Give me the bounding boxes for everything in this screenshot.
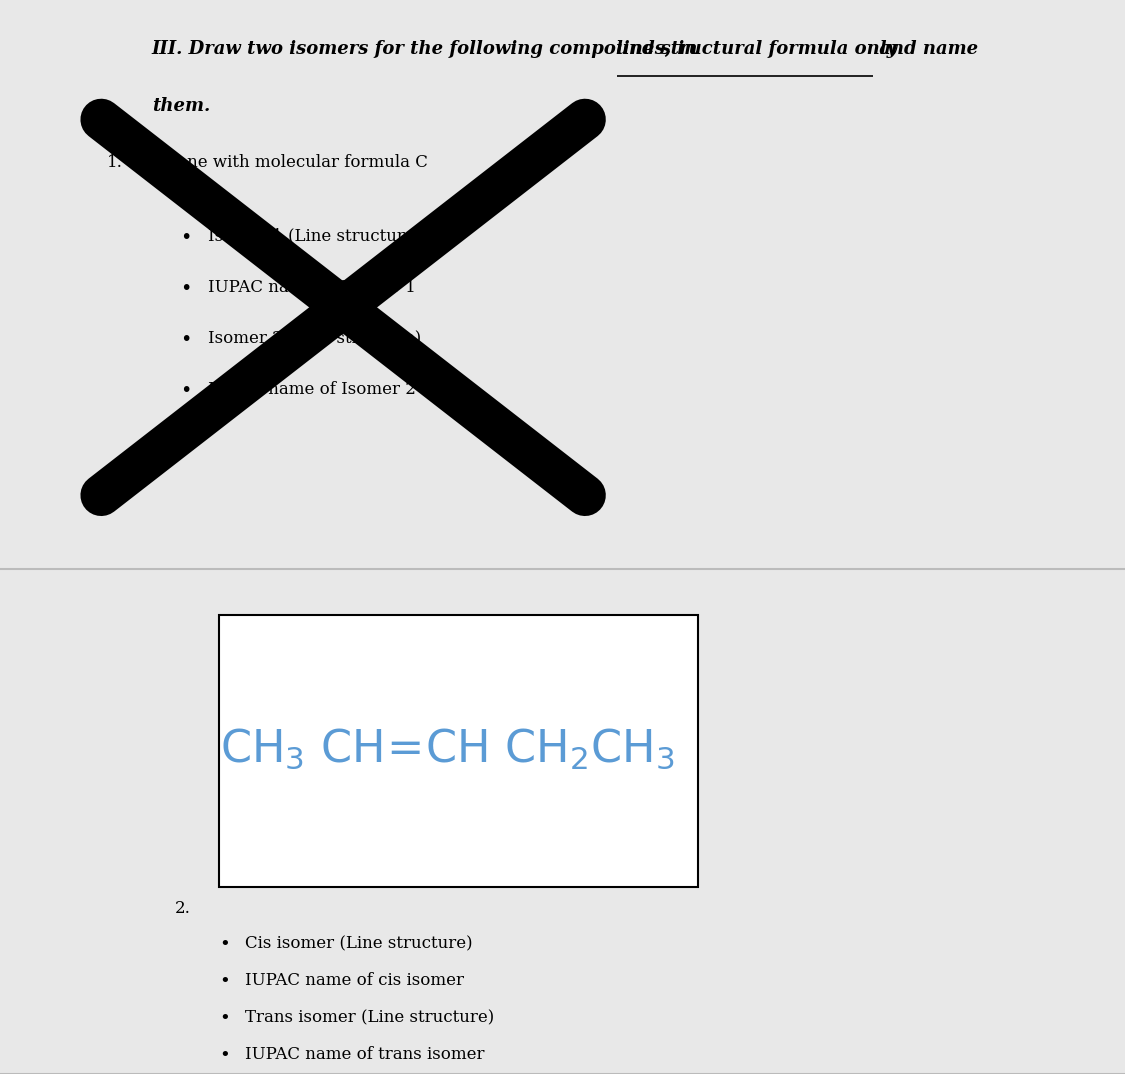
Text: IUPAC name of trans isomer: IUPAC name of trans isomer — [245, 1046, 485, 1063]
Text: Trans isomer (Line structure): Trans isomer (Line structure) — [245, 1008, 495, 1026]
Text: IUPAC name of Isomer 1: IUPAC name of Isomer 1 — [208, 279, 416, 296]
Text: •: • — [219, 1046, 231, 1063]
Text: Alkane with molecular formula C: Alkane with molecular formula C — [150, 154, 428, 171]
Text: them.: them. — [152, 97, 210, 115]
Text: 1.: 1. — [107, 154, 123, 171]
Text: Isomer 1 (Line structure): Isomer 1 (Line structure) — [208, 228, 422, 245]
Text: •: • — [180, 381, 191, 401]
Text: $\mathrm{CH_3\ CH\!=\!CH\ CH_2CH_3}$: $\mathrm{CH_3\ CH\!=\!CH\ CH_2CH_3}$ — [220, 726, 674, 771]
Text: 2.: 2. — [174, 900, 190, 917]
Text: III. Draw two isomers for the following compounds, in: III. Draw two isomers for the following … — [152, 40, 704, 58]
Text: •: • — [180, 279, 191, 297]
Text: •: • — [180, 330, 191, 349]
Text: line structural formula only: line structural formula only — [616, 40, 898, 58]
Text: •: • — [219, 972, 231, 990]
Text: Isomer 2 (Line structure): Isomer 2 (Line structure) — [208, 330, 422, 347]
Bar — [219, 614, 698, 887]
Text: Cis isomer (Line structure): Cis isomer (Line structure) — [245, 935, 472, 953]
Text: IUPAC name of Isomer 2: IUPAC name of Isomer 2 — [208, 381, 416, 398]
Text: •: • — [180, 228, 191, 247]
Text: •: • — [219, 935, 231, 954]
Text: and name: and name — [873, 40, 978, 58]
Text: IUPAC name of cis isomer: IUPAC name of cis isomer — [245, 972, 465, 989]
Text: •: • — [219, 1008, 231, 1027]
